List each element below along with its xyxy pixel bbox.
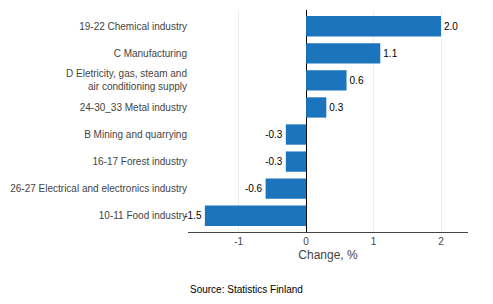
svg-text:Source: Statistics Finland: Source: Statistics Finland xyxy=(190,284,303,295)
svg-text:Change, %: Change, % xyxy=(298,248,358,262)
svg-text:1.1: 1.1 xyxy=(383,48,397,59)
svg-text:C Manufacturing: C Manufacturing xyxy=(114,48,187,59)
svg-text:0: 0 xyxy=(303,236,309,247)
svg-text:26-27 Electrical and electroni: 26-27 Electrical and electronics industr… xyxy=(10,183,187,194)
svg-text:-0.3: -0.3 xyxy=(265,129,283,140)
svg-text:2.0: 2.0 xyxy=(444,21,458,32)
svg-text:19-22 Chemical industry: 19-22 Chemical industry xyxy=(79,21,187,32)
svg-text:1: 1 xyxy=(371,236,377,247)
svg-text:-1.5: -1.5 xyxy=(184,210,202,221)
svg-text:16-17 Forest industry: 16-17 Forest industry xyxy=(93,156,188,167)
svg-text:0.6: 0.6 xyxy=(350,75,364,86)
svg-text:0.3: 0.3 xyxy=(329,102,343,113)
svg-text:24-30_33 Metal industry: 24-30_33 Metal industry xyxy=(80,102,187,113)
svg-text:D Eletricity, gas, steam andai: D Eletricity, gas, steam andair conditio… xyxy=(66,68,187,92)
svg-text:-0.3: -0.3 xyxy=(265,156,283,167)
svg-text:-1: -1 xyxy=(234,236,243,247)
svg-text:B Mining and quarrying: B Mining and quarrying xyxy=(84,129,187,140)
svg-text:10-11 Food industry: 10-11 Food industry xyxy=(99,210,187,221)
svg-text:2: 2 xyxy=(438,236,444,247)
svg-text:-0.6: -0.6 xyxy=(245,183,263,194)
